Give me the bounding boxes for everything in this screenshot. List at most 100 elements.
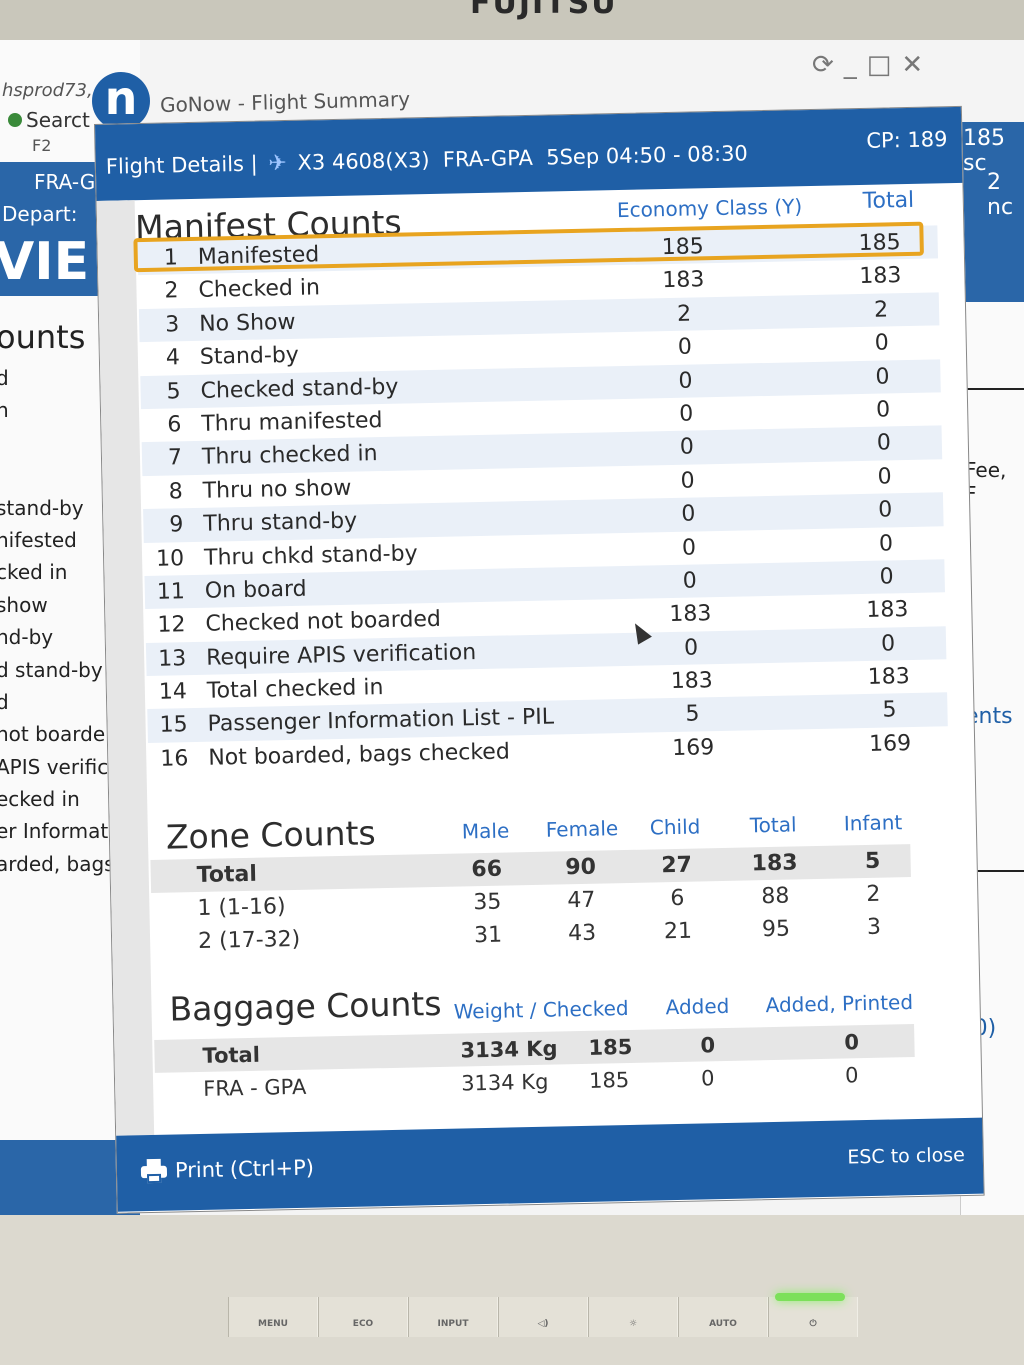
zone-child-value: 6 [670,885,685,912]
manifest-row-label: Require APIS verification [205,639,477,671]
background-list: d n stand-by nifested cked in show nd-by d stan… [0,362,132,880]
baggage-checked-value: 185 [588,1068,630,1093]
print-button[interactable]: Print (Ctrl+P) [140,1155,315,1184]
manifest-row-number: 2 [164,278,179,304]
manifest-total-value: 0 [880,631,896,657]
manifest-row-number: 5 [166,378,181,405]
manifest-economy-value: 0 [681,535,697,561]
window-controls: ⟳ _ □ ✕ [812,50,923,80]
esc-close-hint[interactable]: ESC to close [847,1143,966,1169]
monitor-bottom-bezel: MENU ECO INPUT ◁) ☼ AUTO ⏻ [0,1215,1024,1365]
background-list-item: n [0,398,9,423]
baggage-weight-value: 3134 Kg [460,1036,558,1063]
close-icon[interactable]: ✕ [901,50,924,80]
flight-datetime: 5Sep 04:50 - 08:30 [545,141,749,170]
background-list-item: nd-by [0,625,54,650]
manifest-economy-value: 0 [681,501,696,527]
monitor-hardware-button[interactable]: ⏻ [768,1297,858,1337]
zone-infant-header: Infant [843,810,903,836]
manifest-row-number: 15 [159,712,188,739]
economy-column-header: Economy Class (Y) [616,194,803,223]
manifest-economy-value: 183 [670,668,714,695]
baggage-checked-value: 185 [588,1034,633,1060]
power-led-icon [775,1293,845,1301]
manifest-row-number: 9 [169,512,184,538]
manifest-row-number: 16 [160,746,189,772]
manifest-row-label: Stand-by [199,342,300,371]
manifest-total-value: 0 [876,430,892,457]
background-right-header: 185 sc 2 nc [961,122,1024,302]
background-shortcut: F2 [32,136,52,155]
manifest-row-number: 13 [157,645,187,672]
background-list-item: show [0,592,48,617]
baggage-weight-header: Weight / Checked [453,996,629,1024]
dialog-body: Manifest Counts Economy Class (Y) Total … [96,183,982,1136]
maximize-icon[interactable]: □ [866,50,892,80]
manifest-row-number: 3 [164,312,180,338]
background-counts-title: ounts [0,318,86,356]
manifest-row-number: 8 [168,478,183,505]
zone-male-header: Male [461,818,510,844]
monitor-hardware-button[interactable]: MENU [228,1297,318,1337]
monitor-hardware-button[interactable]: ☼ [588,1297,678,1337]
monitor-button-strip: MENU ECO INPUT ◁) ☼ AUTO ⏻ [228,1297,858,1337]
manifest-economy-value: 183 [669,601,712,628]
background-list-item: not boarde [0,722,106,747]
manifest-economy-value: 0 [680,468,695,494]
app-logo: n [92,72,150,130]
minimize-icon[interactable]: _ [843,50,857,80]
monitor-hardware-button[interactable]: ◁) [498,1297,588,1337]
baggage-title: Baggage Counts [169,983,442,1029]
manifest-economy-value: 2 [676,301,692,327]
manifest-row-label: Thru checked in [201,441,378,471]
divider [965,388,1024,390]
zone-row-label: Total [196,861,258,889]
manifest-row-label: Thru stand-by [203,508,358,537]
background-list-item: er Informat [0,819,109,844]
manifest-total-value: 0 [878,530,894,557]
background-list-item: nifested [0,527,77,552]
monitor-hardware-button[interactable]: INPUT [408,1297,498,1337]
background-right-fee: Fee, F [965,458,1007,506]
manifest-total-value: 0 [875,397,891,423]
manifest-economy-value: 5 [685,701,700,728]
divider [965,870,1024,872]
manifest-row-number: 6 [167,412,182,438]
baggage-added-header: Added [665,993,730,1020]
manifest-total-value: 0 [878,497,893,523]
zone-row-label: 1 (1-16) [197,894,286,922]
manifest-total-value: 183 [859,263,902,290]
background-user: hsprod73, A [2,80,111,101]
manifest-row-number: 10 [155,545,185,572]
baggage-added-printed-header: Added, Printed [765,990,914,1018]
manifest-row-label: Total checked in [206,675,384,704]
zone-male-value: 66 [471,856,503,883]
manifest-row-number: 7 [167,445,183,471]
monitor-hardware-button[interactable]: AUTO [678,1297,768,1337]
flight-number: X3 4608(X3) [297,147,430,175]
baggage-added-value: 0 [700,1066,715,1091]
manifest-economy-value: 0 [683,635,699,661]
background-search[interactable]: Searct [8,108,90,132]
manifest-row-label: No Show [198,309,296,337]
manifest-economy-value: 0 [678,368,693,394]
zone-infant-value: 3 [866,914,882,940]
flight-details-dialog: Flight Details | ✈ X3 4608(X3) FRA-GPA 5… [94,105,985,1214]
baggage-added-value: 0 [700,1033,716,1058]
monitor-brand: FUJITSU [470,0,618,21]
monitor-hardware-button[interactable]: ECO [318,1297,408,1337]
zone-male-value: 31 [473,922,503,949]
zone-infant-value: 5 [864,848,881,875]
manifest-total-value: 0 [875,363,890,390]
baggage-added-printed-value: 0 [844,1063,859,1088]
manifest-total-value: 183 [866,597,909,624]
manifest-table: 1 Manifested 185 185 2 Checked in 183 183 3 No Sh… [137,225,948,776]
print-label: Print (Ctrl+P) [174,1155,315,1183]
manifest-row-label: Thru manifested [201,407,383,437]
manifest-row-label: Thru chkd stand-by [203,540,418,571]
baggage-added-printed-value: 0 [844,1030,860,1055]
dialog-title-prefix: Flight Details | [105,151,258,179]
refresh-icon[interactable]: ⟳ [812,50,834,80]
zone-total-value: 95 [761,916,791,943]
background-depart: Depart: [2,202,78,226]
